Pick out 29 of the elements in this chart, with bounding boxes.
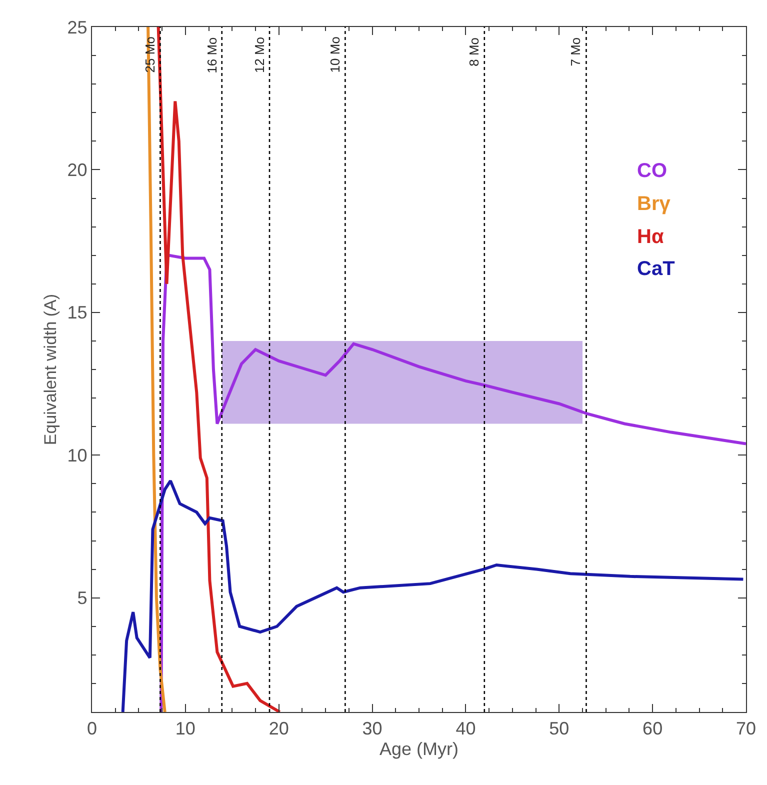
ref-line-label: 16 Mo: [204, 37, 220, 74]
x-tick-label: 30: [362, 718, 382, 739]
line-series: [121, 479, 745, 712]
x-tick-label: 40: [456, 718, 476, 739]
text: Brγ: [637, 193, 672, 215]
y-tick-label: 25: [67, 17, 88, 38]
ref-line-label: 7 Mo: [568, 37, 584, 66]
x-tick-label: 20: [268, 718, 289, 739]
x-axis-title: Age (Myr): [379, 738, 459, 759]
x-tick-label: 10: [175, 718, 196, 739]
x-tick-label: 70: [736, 718, 756, 739]
text: CO: [637, 160, 667, 182]
ref-line-label: 25 Mo: [142, 36, 158, 73]
x-tick-label: 60: [642, 718, 663, 739]
ref-line-label: 10 Mo: [328, 36, 343, 73]
ref-line-label: 12 Mo: [252, 36, 268, 74]
y-tick-label: 5: [77, 588, 88, 608]
y-tick-label: 20: [67, 160, 88, 180]
x-tick-label: 50: [549, 718, 570, 739]
text: CaT: [637, 258, 675, 280]
y-tick-label: 10: [67, 445, 88, 466]
line-series: [156, 27, 282, 712]
line-series: [146, 27, 166, 712]
x-tick-label: 0: [86, 718, 98, 739]
y-axis-title: Equivalent width (A): [40, 294, 60, 446]
ref-line-label: 8 Mo: [466, 37, 482, 66]
line-series: [160, 254, 746, 712]
text: Hα: [637, 226, 664, 248]
y-tick-label: 15: [67, 302, 88, 323]
